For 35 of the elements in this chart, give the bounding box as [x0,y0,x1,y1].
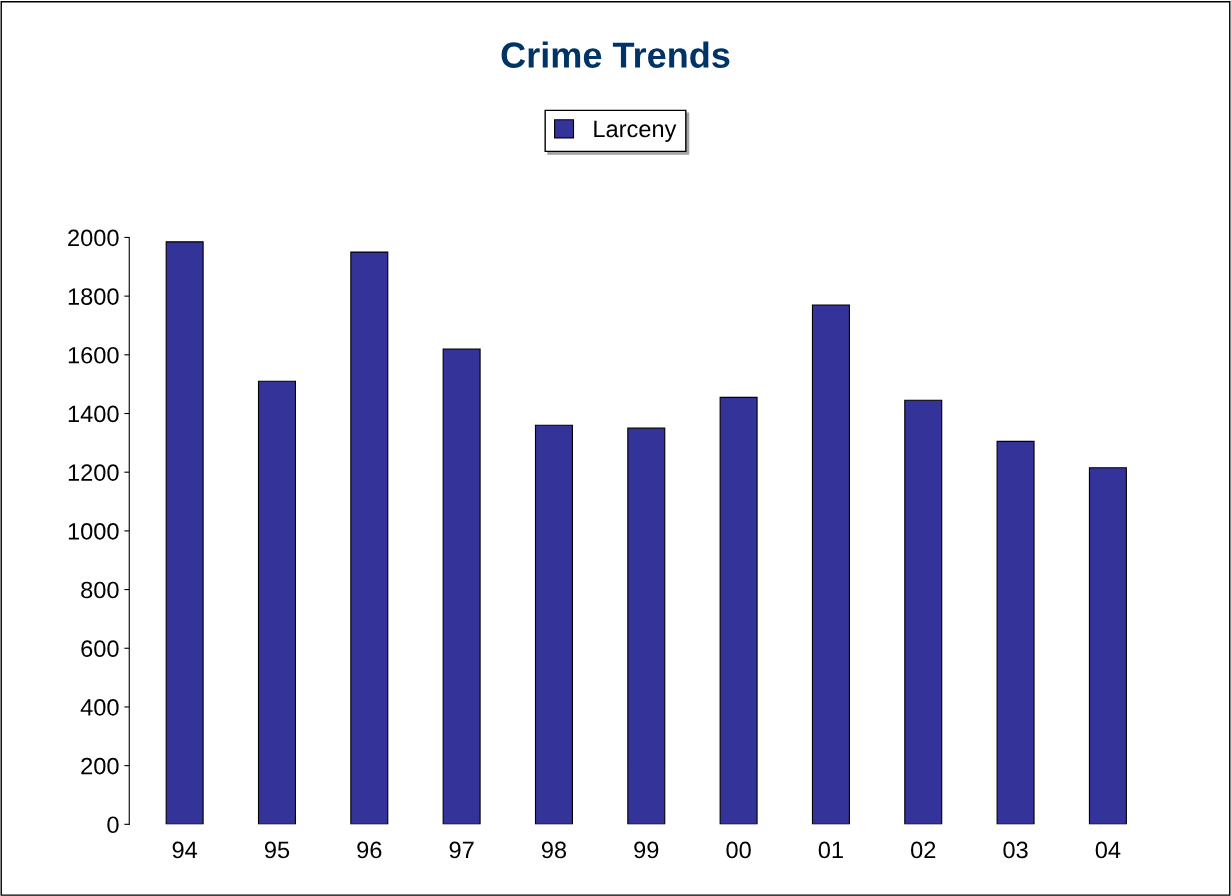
y-tick-label: 1000 [68,522,119,540]
x-tick-label: 95 [264,841,290,859]
x-tick-label: 97 [449,841,474,859]
x-tick-label: 04 [1095,841,1121,859]
x-tick-label: 03 [1003,841,1028,859]
x-tick-label: 00 [726,841,751,859]
x-tick-label: 01 [818,841,843,859]
bar [350,251,389,825]
y-tick-label: 1800 [68,288,119,305]
x-tick-label: 96 [357,841,382,859]
x-tick-label: 99 [634,841,659,859]
y-tick-label: 400 [80,699,119,716]
chart-title: Crime Trends [501,41,730,68]
y-tick-label: 1200 [68,464,119,481]
bar [811,304,850,825]
bar [719,396,758,825]
x-tick-label: 02 [911,841,936,859]
y-tick-label: 200 [81,757,119,775]
bar [257,380,296,825]
bar [996,440,1035,825]
y-tick-label: 2000 [68,229,119,247]
bar [627,427,666,825]
bar [904,399,943,825]
x-tick-label: 98 [541,841,567,859]
legend-label: Larceny [594,120,677,142]
y-tick-label: 1600 [68,346,119,364]
bar [1088,467,1127,825]
x-tick-label: 94 [172,841,198,859]
y-tick-label: 0 [107,816,119,834]
bar [165,241,204,825]
bar [534,424,573,825]
bar [442,348,481,825]
y-tick-label: 1400 [68,405,119,423]
y-tick-label: 800 [81,581,119,599]
y-tick-label: 600 [81,640,119,658]
